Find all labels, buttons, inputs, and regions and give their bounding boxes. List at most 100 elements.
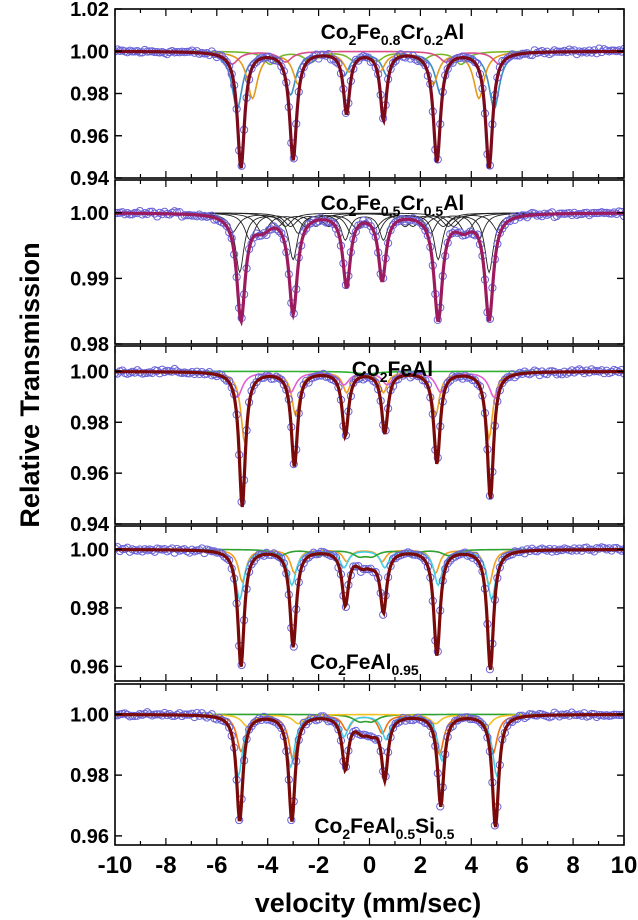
panel-title: Co2FeAl0.95 [310, 651, 419, 678]
y-tick-label: 0.98 [70, 765, 109, 787]
total-fit-line [115, 49, 624, 169]
x-tick-label: 8 [566, 852, 579, 879]
data-point [220, 55, 229, 64]
data-point [274, 227, 283, 236]
spectrum-panel-5: 0.96 0.98 1.00 Co2FeAl0.5Si0.5 [70, 683, 625, 848]
panel-title: Co2FeAl0.5Si0.5 [314, 815, 454, 842]
data-point [366, 222, 375, 231]
x-axis-label: velocity (mm/sec) [255, 888, 482, 918]
data-point [451, 226, 460, 235]
data-point [326, 218, 336, 227]
panel-title: Co2Fe0.8Cr0.2Al [321, 21, 465, 48]
data-point [279, 380, 288, 389]
spectrum-panel-2: 0.98 0.99 1.00 Co2Fe0.5Cr0.5Al [70, 179, 625, 356]
y-tick-label: 1.00 [70, 203, 109, 225]
spectrum-panel-4: 0.96 0.98 1.00 Co2FeAl0.95 [70, 525, 625, 682]
total-fit-line [115, 370, 624, 508]
data-point [252, 57, 261, 66]
spectra-panels: 0.940.960.981.001.02Co2Fe0.8Cr0.2Al0.980… [70, 0, 625, 848]
data-point [222, 58, 231, 67]
y-tick-label: 0.98 [70, 412, 109, 434]
x-tick-label: -4 [257, 852, 279, 879]
data-point [388, 58, 398, 68]
data-point [329, 219, 338, 229]
x-axis: -10 -8 -6 -4 -2 0 2 4 6 8 10 [98, 852, 638, 879]
y-tick-label: 1.00 [70, 361, 109, 383]
x-tick-label: -10 [98, 852, 133, 879]
data-point [252, 377, 261, 387]
subspectrum-line [115, 713, 624, 779]
data-point [500, 375, 509, 384]
x-tick-label: 10 [611, 852, 638, 879]
data-point [252, 553, 261, 562]
data-point [369, 376, 378, 385]
spectrum-panel-1: 0.94 0.96 0.98 1.00 1.02 Co2Fe0.8Cr0.2Al [70, 0, 625, 190]
data-point [319, 369, 328, 379]
subspectrum-line [115, 548, 624, 587]
y-tick-label: 1.00 [70, 704, 109, 726]
y-tick-label: 0.96 [70, 656, 109, 678]
data-point [222, 376, 231, 385]
x-tick-label: 4 [465, 852, 479, 879]
y-tick-label: 1.02 [70, 0, 109, 21]
data-point [220, 219, 229, 228]
data-point [160, 708, 169, 718]
data-point [123, 543, 132, 552]
data-point [619, 369, 624, 378]
data-point [391, 56, 400, 66]
data-point [222, 554, 231, 563]
spectrum-panel-3: 0.94 0.96 0.98 1.00 Co2FeAl [70, 345, 625, 536]
data-point [423, 719, 432, 728]
data-point [138, 547, 147, 556]
data-point [175, 709, 184, 718]
y-tick-label: 0.94 [70, 168, 110, 190]
data-point [463, 713, 472, 722]
x-tick-label: 0 [363, 852, 376, 879]
data-point [619, 44, 624, 54]
data-point [307, 219, 316, 228]
y-tick-label: 0.96 [70, 463, 109, 485]
data-point [617, 365, 624, 375]
x-tick-label: 2 [414, 852, 427, 879]
data-point [503, 54, 512, 63]
data-point [249, 718, 259, 728]
y-axis-label: Relative Transmission [15, 242, 45, 527]
y-tick-label: 0.98 [70, 598, 109, 620]
y-tick-label: 1.00 [70, 41, 109, 63]
subspectrum-line [115, 212, 624, 274]
y-tick-label: 0.98 [70, 334, 109, 356]
data-point [585, 211, 594, 220]
y-tick-label: 0.98 [70, 84, 109, 106]
data-point [220, 374, 229, 383]
data-point [187, 46, 197, 55]
data-point [470, 376, 480, 385]
y-tick-label: 0.96 [70, 826, 109, 848]
data-point [269, 222, 279, 231]
data-point [470, 58, 480, 67]
data-point [249, 59, 259, 69]
data-point [619, 211, 624, 221]
data-point [475, 717, 485, 727]
data-point [500, 56, 509, 66]
data-point [418, 221, 427, 230]
panel-title: Co2FeAl [352, 358, 433, 385]
x-tick-label: -6 [206, 852, 227, 879]
data-point [503, 721, 512, 730]
data-point [316, 547, 326, 556]
x-tick-label: -8 [155, 852, 176, 879]
y-tick-label: 0.99 [70, 268, 109, 290]
data-point [443, 559, 452, 568]
y-tick-label: 1.00 [70, 539, 109, 561]
x-tick-label: 6 [516, 852, 529, 879]
total-fit-line [115, 712, 624, 828]
data-point [393, 718, 403, 727]
y-tick-label: 0.94 [70, 514, 110, 536]
y-tick-label: 0.96 [70, 126, 109, 148]
panel-title: Co2Fe0.5Cr0.5Al [321, 192, 465, 219]
data-point [416, 56, 425, 65]
x-tick-label: -2 [308, 852, 329, 879]
total-fit-line [115, 548, 624, 670]
total-fit-line [115, 211, 624, 327]
data-point [272, 718, 281, 727]
